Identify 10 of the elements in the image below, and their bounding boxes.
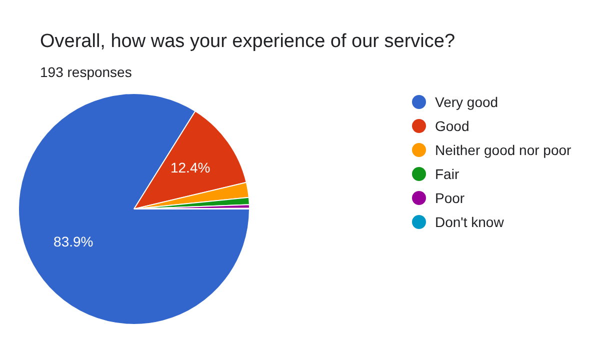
legend-label: Very good [435,94,498,110]
legend-label: Don't know [435,214,504,230]
data-label: 83.9% [54,233,94,250]
legend-label: Poor [435,190,465,206]
chart-subtitle: 193 responses [40,64,132,80]
chart-title: Overall, how was your experience of our service? [40,31,456,53]
data-label: 12.4% [170,159,210,176]
legend-label: Neither good nor poor [435,142,572,158]
legend-label: Good [435,118,470,134]
legend-label: Fair [435,166,460,182]
